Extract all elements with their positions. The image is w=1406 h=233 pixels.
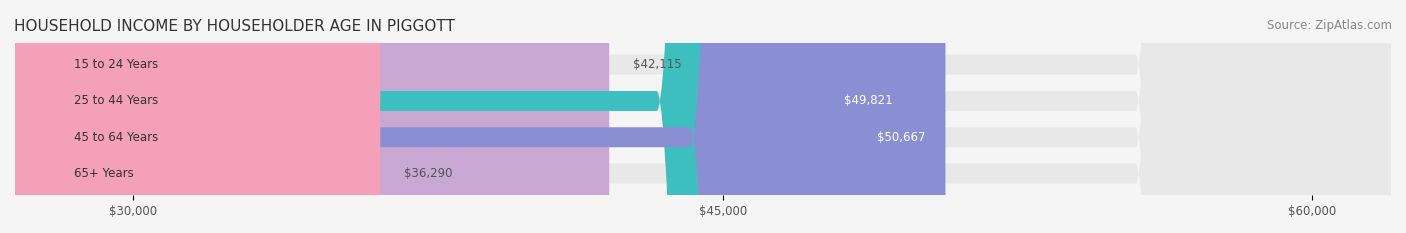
FancyBboxPatch shape [15,0,380,233]
FancyBboxPatch shape [15,0,912,233]
Text: 15 to 24 Years: 15 to 24 Years [75,58,159,71]
Text: HOUSEHOLD INCOME BY HOUSEHOLDER AGE IN PIGGOTT: HOUSEHOLD INCOME BY HOUSEHOLDER AGE IN P… [14,19,456,34]
Text: 45 to 64 Years: 45 to 64 Years [75,131,159,144]
FancyBboxPatch shape [15,0,1391,233]
Text: 25 to 44 Years: 25 to 44 Years [75,95,159,107]
Text: $49,821: $49,821 [844,95,893,107]
Text: $42,115: $42,115 [633,58,682,71]
FancyBboxPatch shape [15,0,1391,233]
Text: 65+ Years: 65+ Years [75,167,134,180]
Text: $36,290: $36,290 [404,167,453,180]
FancyBboxPatch shape [15,0,1391,233]
Text: Source: ZipAtlas.com: Source: ZipAtlas.com [1267,19,1392,32]
FancyBboxPatch shape [15,0,945,233]
FancyBboxPatch shape [15,0,609,233]
Text: $50,667: $50,667 [877,131,925,144]
FancyBboxPatch shape [15,0,1391,233]
